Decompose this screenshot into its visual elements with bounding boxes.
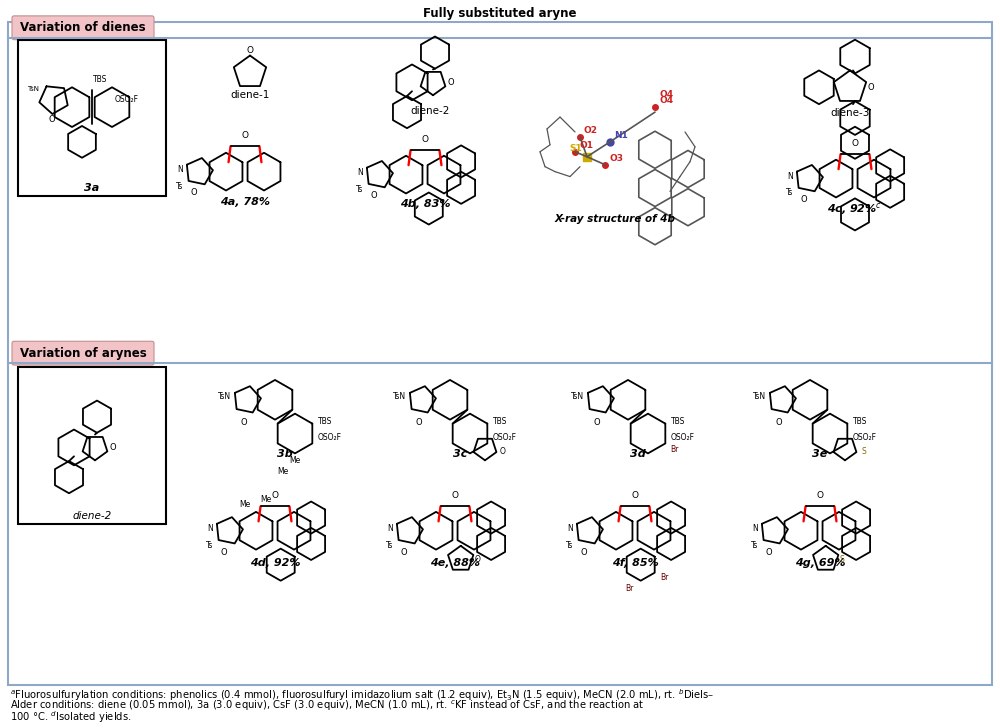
Text: O: O [766,547,772,557]
Bar [18,40,166,197]
Text: Me: Me [260,495,271,504]
Text: Ts: Ts [386,541,393,550]
Text: O2: O2 [584,126,598,135]
Text: TsN: TsN [571,392,584,401]
Text: O: O [801,195,807,205]
Text: Alder conditions: diene (0.05 mmol), 3a (3.0 equiv), CsF (3.0 equiv), MeCN (1.0 : Alder conditions: diene (0.05 mmol), 3a … [10,698,645,713]
Text: X-ray structure of 4b: X-ray structure of 4b [555,214,675,224]
Text: S: S [840,555,845,563]
Text: Ts: Ts [566,541,573,550]
Text: O: O [246,46,254,55]
Text: N: N [567,524,573,534]
Text: 4e, 88%: 4e, 88% [430,558,480,569]
Text: TBS: TBS [671,417,685,426]
Text: O: O [452,491,458,500]
Text: Variation of dienes: Variation of dienes [20,21,146,34]
Text: O: O [241,418,247,427]
Text: O: O [581,547,587,557]
Text: O: O [852,139,858,149]
Text: Br: Br [625,584,633,593]
Text: Ts: Ts [751,541,758,550]
Text: Ts: Ts [176,181,183,191]
Text: O4: O4 [659,90,673,99]
Text: O: O [416,418,422,427]
Text: diene-1: diene-1 [230,90,270,100]
Text: O: O [401,547,407,557]
FancyBboxPatch shape [12,16,154,40]
Text: O: O [447,78,454,87]
Text: Ts: Ts [786,189,793,197]
Text: N: N [752,524,758,534]
Text: O: O [191,189,197,197]
Text: 4g, 69%: 4g, 69% [795,558,845,569]
FancyBboxPatch shape [12,341,154,365]
Text: O: O [221,547,227,557]
Text: TBS: TBS [318,417,332,426]
Text: diene-2: diene-2 [410,106,450,116]
Text: N: N [207,524,213,534]
Text: diene-2: diene-2 [72,511,112,521]
Text: 4a, 78%: 4a, 78% [220,197,270,207]
Text: TsN: TsN [393,392,406,401]
Text: S1: S1 [569,143,582,153]
Bar [18,367,166,524]
Text: O: O [422,135,428,144]
Text: Br: Br [660,573,668,582]
Text: N: N [357,168,363,177]
Text: OSO₂F: OSO₂F [318,433,342,442]
Text: TBS: TBS [853,417,867,426]
Text: 3d: 3d [630,449,646,459]
Text: S: S [862,447,867,456]
Text: O: O [475,555,481,563]
Text: N: N [387,524,393,534]
Text: diene-3: diene-3 [830,108,870,118]
Text: O: O [242,131,248,141]
Text: O: O [49,115,55,124]
Text: 4b, 83%: 4b, 83% [400,199,450,210]
Text: 4c, 92%$^{c}$: 4c, 92%$^{c}$ [827,202,883,218]
Text: 4d, 92%: 4d, 92% [250,558,300,569]
Text: OSO₂F: OSO₂F [853,433,877,442]
Text: Br: Br [670,445,678,454]
Text: O4: O4 [659,96,673,105]
Text: Fully substituted aryne: Fully substituted aryne [423,7,577,20]
Text: O: O [272,491,278,500]
Text: O: O [371,191,377,200]
Text: TBS: TBS [493,417,507,426]
Text: O: O [594,418,600,427]
Text: OSO₂F: OSO₂F [671,433,695,442]
Text: Ts: Ts [356,184,363,194]
Text: OSO₂F: OSO₂F [493,433,517,442]
Text: 100 °C. $^{d}$Isolated yields.: 100 °C. $^{d}$Isolated yields. [10,709,132,725]
Text: O: O [500,447,506,456]
Text: Me: Me [277,467,289,476]
Text: TBS: TBS [93,75,107,84]
Text: Ts: Ts [206,541,213,550]
Text: 3c: 3c [453,449,467,459]
Text: O1: O1 [579,141,593,150]
Text: $^{a}$Fluorosulfurylation conditions: phenolics (0.4 mmol), fluorosulfuryl imida: $^{a}$Fluorosulfurylation conditions: ph… [10,687,714,703]
Text: O: O [816,491,824,500]
Text: TsN: TsN [753,392,766,401]
Text: O: O [632,491,639,500]
Text: O: O [109,443,116,452]
Text: O: O [776,418,782,427]
Text: 3a: 3a [84,183,100,194]
Text: 3e: 3e [812,449,828,459]
Text: TsN: TsN [218,392,231,401]
Text: Me: Me [240,500,251,509]
Text: TsN: TsN [27,87,39,92]
Text: N: N [177,165,183,174]
Text: N: N [787,172,793,181]
Text: N1: N1 [614,131,628,140]
Text: Variation of arynes: Variation of arynes [20,347,146,360]
Text: 3b: 3b [277,449,293,459]
Text: 4f, 85%: 4f, 85% [612,558,658,569]
Text: Me: Me [289,456,301,465]
Text: OSO₂F: OSO₂F [115,95,139,103]
Text: O: O [868,83,875,92]
Text: O3: O3 [609,154,623,162]
